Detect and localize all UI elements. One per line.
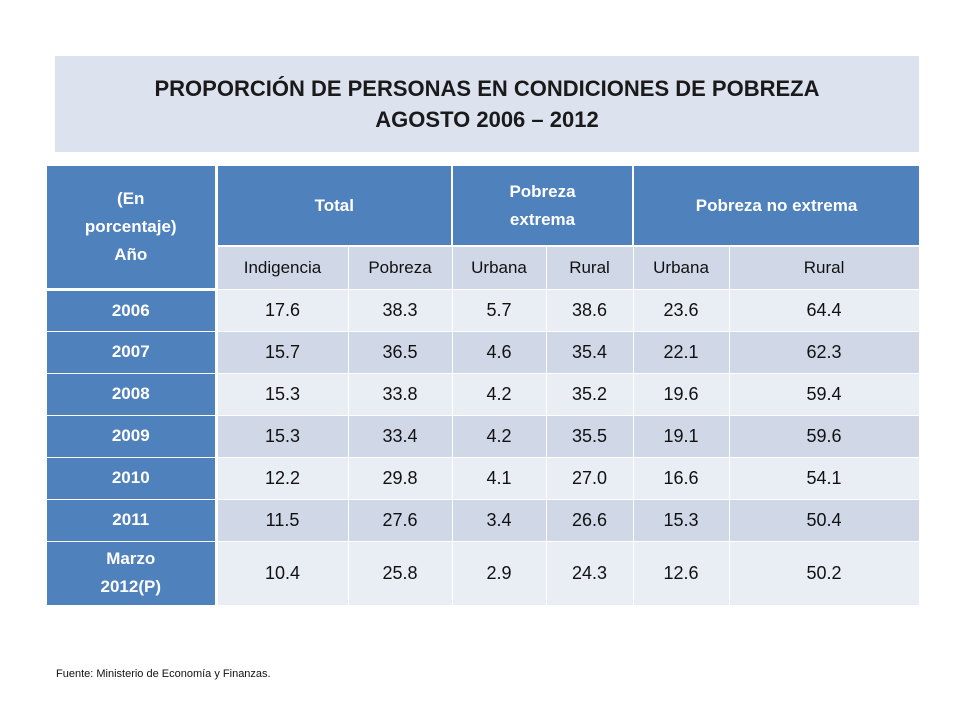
- data-cell: 17.6: [216, 288, 349, 331]
- data-cell: 59.6: [729, 414, 920, 457]
- data-cell: 15.3: [216, 372, 349, 415]
- year-cell: 2008: [47, 372, 218, 415]
- data-cell: 19.1: [633, 414, 730, 457]
- corner-header-line-2: porcentaje): [84, 216, 177, 236]
- data-cell: 2.9: [452, 540, 547, 605]
- table-row: 2009 15.3 33.4 4.2 35.5 19.1 59.6: [47, 414, 920, 457]
- group-header-total: Total: [216, 166, 454, 246]
- data-cell: 35.2: [546, 372, 634, 415]
- year-cell: 2006: [47, 288, 218, 331]
- source-note: Fuente: Ministerio de Economía y Finanza…: [56, 668, 271, 680]
- table-row: 2008 15.3 33.8 4.2 35.2 19.6 59.4: [47, 372, 920, 415]
- page-title-line-2: AGOSTO 2006 – 2012: [375, 107, 599, 132]
- data-cell: 59.4: [729, 372, 920, 415]
- year-cell-line-2: 2012(P): [100, 577, 161, 597]
- data-cell: 64.4: [729, 288, 920, 331]
- data-cell: 26.6: [546, 498, 634, 541]
- year-cell: 2011: [47, 498, 218, 541]
- table-row: 2006 17.6 38.3 5.7 38.6 23.6 64.4: [47, 288, 920, 331]
- table-row: Marzo 2012(P) 10.4 25.8 2.9 24.3 12.6 50…: [47, 540, 920, 605]
- year-cell: 2010: [47, 456, 218, 499]
- title-banner: PROPORCIÓN DE PERSONAS EN CONDICIONES DE…: [55, 56, 919, 152]
- data-cell: 50.2: [729, 540, 920, 605]
- data-cell: 24.3: [546, 540, 634, 605]
- group-header-row: (En porcentaje) Año Total Pobreza extrem…: [47, 166, 920, 291]
- data-cell: 23.6: [633, 288, 730, 331]
- data-cell: 27.0: [546, 456, 634, 499]
- data-cell: 15.7: [216, 330, 349, 373]
- data-cell: 19.6: [633, 372, 730, 415]
- table-row: 2007 15.7 36.5 4.6 35.4 22.1 62.3: [47, 330, 920, 373]
- data-cell: 54.1: [729, 456, 920, 499]
- data-cell: 4.1: [452, 456, 547, 499]
- corner-header-line-3: Año: [114, 244, 148, 264]
- data-cell: 29.8: [348, 456, 453, 499]
- data-cell: 27.6: [348, 498, 453, 541]
- data-cell: 50.4: [729, 498, 920, 541]
- data-cell: 36.5: [348, 330, 453, 373]
- data-cell: 10.4: [216, 540, 349, 605]
- data-cell: 11.5: [216, 498, 349, 541]
- data-cell: 4.6: [452, 330, 547, 373]
- data-cell: 15.3: [216, 414, 349, 457]
- data-cell: 22.1: [633, 330, 730, 373]
- data-cell: 12.2: [216, 456, 349, 499]
- data-cell: 35.5: [546, 414, 634, 457]
- page-title-line-1: PROPORCIÓN DE PERSONAS EN CONDICIONES DE…: [154, 76, 820, 101]
- column-header-urbana-no-extrema: Urbana: [633, 245, 730, 289]
- table-row: 2010 12.2 29.8 4.1 27.0 16.6 54.1: [47, 456, 920, 499]
- column-header-pobreza: Pobreza: [348, 245, 453, 289]
- data-cell: 12.6: [633, 540, 730, 605]
- data-cell: 35.4: [546, 330, 634, 373]
- year-cell-line-1: Marzo: [106, 549, 156, 569]
- year-cell: 2007: [47, 330, 218, 373]
- column-header-rural-no-extrema: Rural: [729, 245, 920, 289]
- data-cell: 4.2: [452, 372, 547, 415]
- data-cell: 38.3: [348, 288, 453, 331]
- data-cell: 62.3: [729, 330, 920, 373]
- data-cell: 33.4: [348, 414, 453, 457]
- year-cell: Marzo 2012(P): [47, 540, 218, 605]
- table-row: 2011 11.5 27.6 3.4 26.6 15.3 50.4: [47, 498, 920, 541]
- data-cell: 5.7: [452, 288, 547, 331]
- corner-header-line-1: (En: [117, 188, 145, 208]
- poverty-table: (En porcentaje) Año Total Pobreza extrem…: [47, 166, 920, 605]
- column-header-row: Indigencia Pobreza Urbana Rural Urbana R…: [47, 245, 920, 289]
- data-cell: 15.3: [633, 498, 730, 541]
- data-cell: 3.4: [452, 498, 547, 541]
- column-header-rural-extrema: Rural: [546, 245, 634, 289]
- year-cell: 2009: [47, 414, 218, 457]
- group-header-pobreza-no-extrema: Pobreza no extrema: [633, 166, 920, 246]
- data-cell: 33.8: [348, 372, 453, 415]
- corner-header: (En porcentaje) Año: [47, 166, 218, 291]
- data-cell: 4.2: [452, 414, 547, 457]
- data-cell: 16.6: [633, 456, 730, 499]
- data-cell: 25.8: [348, 540, 453, 605]
- column-header-indigencia: Indigencia: [216, 245, 349, 289]
- group-header-pobreza-extrema: Pobreza extrema: [452, 166, 635, 246]
- data-cell: 38.6: [546, 288, 634, 331]
- column-header-urbana-extrema: Urbana: [452, 245, 547, 289]
